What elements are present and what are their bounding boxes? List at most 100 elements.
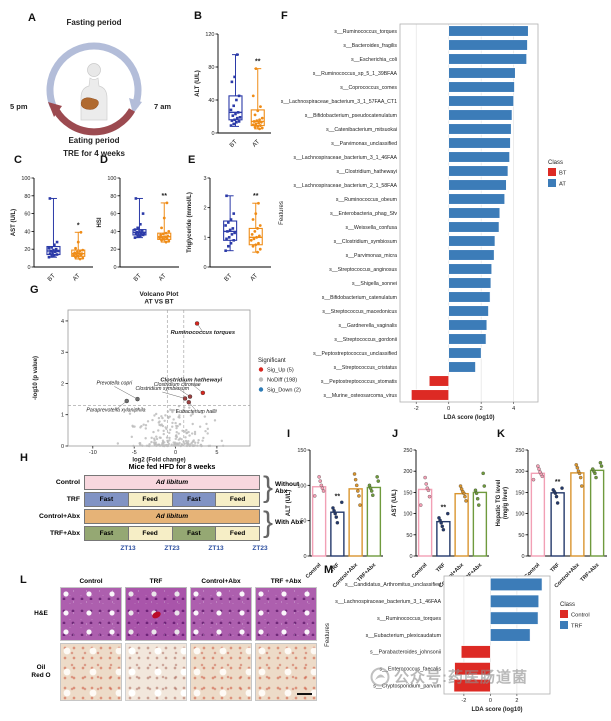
panel-letter-j: J [392, 428, 399, 440]
data-point [249, 238, 253, 242]
species-label: s__Parvimonas_unclassified [331, 141, 397, 147]
y-axis-label: AST (U/L) [392, 489, 398, 516]
nodiff-point [181, 429, 184, 432]
tick-label: 0 [203, 265, 206, 271]
hfd-row-label: Control [55, 479, 80, 486]
lda-bar [448, 207, 501, 219]
data-point [235, 120, 238, 124]
data-point [133, 236, 137, 239]
nodiff-point [166, 415, 170, 419]
species-label: s__Ruminococcus_torques [334, 29, 397, 35]
point-label: Ruminococcus torques [171, 330, 236, 336]
panel-letter-b: B [194, 10, 202, 22]
nodiff-point [199, 443, 203, 446]
data-point [234, 112, 237, 116]
labeled-point [135, 396, 140, 402]
hfd-row-bar: Fast Feed Fast Feed [84, 526, 260, 541]
data-point [576, 469, 581, 473]
data-point [165, 237, 169, 240]
nodiff-point [116, 442, 120, 445]
nodiff-point [168, 431, 171, 435]
data-point [77, 252, 81, 256]
panel-letter-k: K [497, 428, 505, 440]
data-point [427, 494, 432, 499]
data-point [251, 244, 255, 248]
nodiff-point [148, 442, 151, 446]
nodiff-point [164, 414, 167, 417]
legend-swatch [258, 367, 264, 372]
tick-label: 80 [110, 194, 116, 200]
histology-image [60, 643, 122, 701]
nodiff-point [190, 432, 194, 435]
lda-bar [448, 221, 500, 233]
nodiff-point [151, 418, 154, 422]
lda-bar [490, 611, 539, 625]
lda-bar [448, 263, 493, 275]
fasting-arc [46, 42, 142, 108]
histology-column-label: TRF [149, 578, 163, 585]
nodiff-point [172, 418, 175, 421]
tick-label: 100 [297, 483, 306, 489]
data-point [580, 484, 584, 488]
tick-label: -10 [89, 450, 97, 456]
panel-letter-g: G [30, 284, 39, 296]
nodiff-point [170, 443, 173, 446]
tre-caption: TRE for 4 weeks [63, 149, 125, 158]
label-connector [162, 391, 186, 399]
panel-letter-i: I [287, 428, 291, 440]
tick-label: 2 [515, 698, 518, 704]
data-point [312, 494, 317, 498]
species-label: s__Shigella_sonnei [352, 281, 397, 287]
species-label: s__Clostridium_symbiosum [334, 239, 397, 245]
tick-label: 0 [521, 554, 524, 560]
lda-bar [448, 291, 491, 303]
hfd-segment: Fast [85, 527, 128, 540]
significance-label: ** [253, 193, 259, 200]
data-point [136, 226, 139, 230]
legend-title: Class [560, 602, 575, 608]
point-label: Eubacterium hallii [176, 409, 218, 415]
significance-label: ** [255, 59, 261, 66]
label-connector [177, 387, 191, 397]
nodiff-point [148, 444, 151, 448]
histology-row: H&E [22, 587, 322, 641]
hepatic-tg-barchart: 0 50 100 150 200 250 Hepatic TG level (mg/g liv… [496, 448, 607, 589]
data-point [72, 254, 76, 257]
tick-label: 40 [24, 229, 30, 235]
watermark: 公众号:药医肠道菌 [370, 666, 528, 687]
tick-label: 0 [303, 554, 306, 560]
lda-bar [448, 193, 506, 205]
x-category-label: BT [223, 272, 234, 283]
tick-label: 150 [515, 490, 524, 496]
data-point [537, 467, 541, 471]
lda-bar [454, 662, 491, 676]
data-point [255, 235, 259, 239]
nodiff-point [174, 437, 177, 441]
species-label: s__Enterococcus_faecalis [379, 667, 441, 673]
lda-bar [490, 577, 543, 591]
bar [366, 486, 382, 557]
data-point [590, 467, 595, 471]
nodiff-point [189, 414, 193, 417]
nodiff-point [196, 444, 199, 447]
data-point [473, 488, 478, 493]
x-category-label: AT [249, 272, 259, 282]
tick-label: 4 [512, 406, 515, 412]
significance-label: ** [335, 493, 341, 500]
histology-image [125, 587, 187, 641]
legend-label: Control [571, 613, 590, 619]
histology-image [190, 587, 252, 641]
plot-border [443, 575, 551, 695]
lda-bar [448, 81, 515, 93]
nodiff-point [157, 416, 161, 420]
bar [417, 488, 433, 557]
data-point [340, 500, 344, 505]
bar [454, 492, 469, 557]
nodiff-point [150, 436, 153, 440]
legend-swatch [258, 387, 264, 392]
species-label: s__Ruminococcus_sp_5_1_39BFAA [313, 71, 398, 77]
histology-image [190, 643, 252, 701]
tick-label: 40 [208, 98, 214, 104]
data-point [441, 527, 446, 532]
abx-group-bracket: } Without Abx [263, 473, 299, 503]
